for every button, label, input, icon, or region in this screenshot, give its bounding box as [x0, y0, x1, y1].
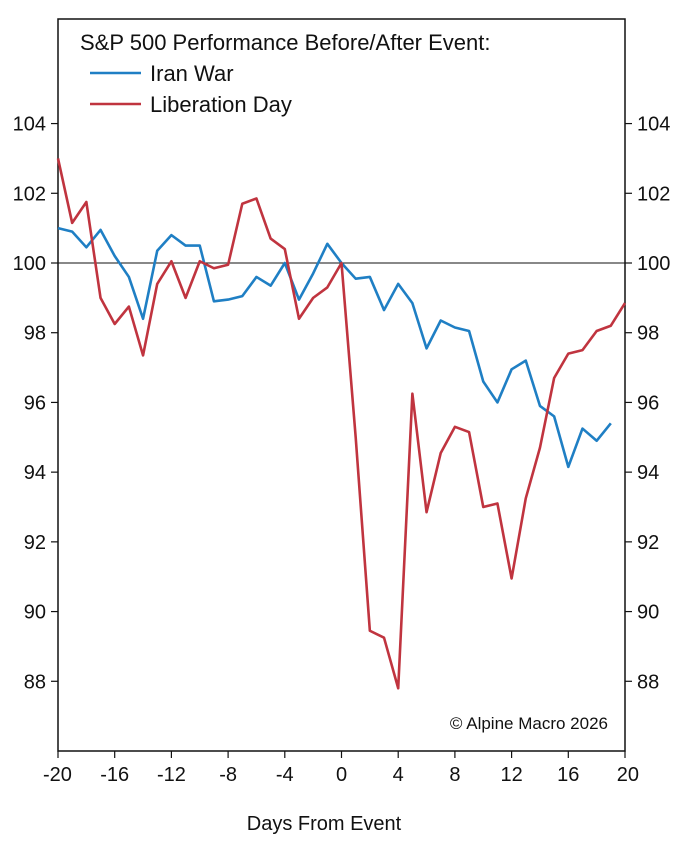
legend-label: Liberation Day — [150, 92, 292, 117]
y-tick-label-left: 92 — [24, 532, 46, 554]
y-tick-label-left: 96 — [24, 392, 46, 414]
y-tick-label-left: 102 — [13, 183, 46, 205]
y-tick-label-right: 104 — [637, 114, 670, 136]
legend-title: S&P 500 Performance Before/After Event: — [80, 30, 490, 55]
axes: 88 88 90 90 92 92 94 94 96 96 98 98 100 100 102 102 104 1… — [13, 18, 670, 786]
y-tick-label-left: 100 — [13, 253, 46, 275]
y-tick-label-left: 94 — [24, 462, 46, 484]
x-tick-label: -8 — [219, 764, 237, 786]
y-tick-label-right: 90 — [637, 602, 659, 624]
x-tick-label: 20 — [617, 764, 639, 786]
y-tick-label-left: 90 — [24, 602, 46, 624]
y-tick-label-left: 98 — [24, 323, 46, 345]
x-tick-label: 8 — [449, 764, 460, 786]
x-tick-label: -12 — [157, 764, 186, 786]
series-line — [56, 158, 627, 690]
x-tick-label: -4 — [276, 764, 294, 786]
copyright-note: © Alpine Macro 2026 — [450, 714, 608, 733]
x-tick-label: 12 — [500, 764, 522, 786]
x-axis-title: Days From Event — [247, 813, 402, 835]
series-layer — [56, 158, 627, 690]
legend: S&P 500 Performance Before/After Event: … — [80, 30, 490, 117]
y-tick-label-right: 92 — [637, 532, 659, 554]
y-tick-label-left: 104 — [13, 114, 46, 136]
y-tick-label-right: 98 — [637, 323, 659, 345]
plot-frame — [57, 18, 626, 752]
x-tick-label: -16 — [100, 764, 129, 786]
y-tick-label-right: 96 — [637, 392, 659, 414]
series-liberation-day — [56, 158, 627, 690]
legend-label: Iran War — [150, 61, 234, 86]
y-tick-label-right: 100 — [637, 253, 670, 275]
x-tick-label: 0 — [336, 764, 347, 786]
x-tick-label: -20 — [43, 764, 72, 786]
series-line — [57, 226, 612, 469]
y-tick-label-right: 102 — [637, 183, 670, 205]
y-tick-label-left: 88 — [24, 671, 46, 693]
y-tick-label-right: 88 — [637, 671, 659, 693]
series-iran-war — [57, 226, 612, 469]
y-tick-label-right: 94 — [637, 462, 659, 484]
x-tick-label: 4 — [393, 764, 404, 786]
x-tick-label: 16 — [557, 764, 579, 786]
